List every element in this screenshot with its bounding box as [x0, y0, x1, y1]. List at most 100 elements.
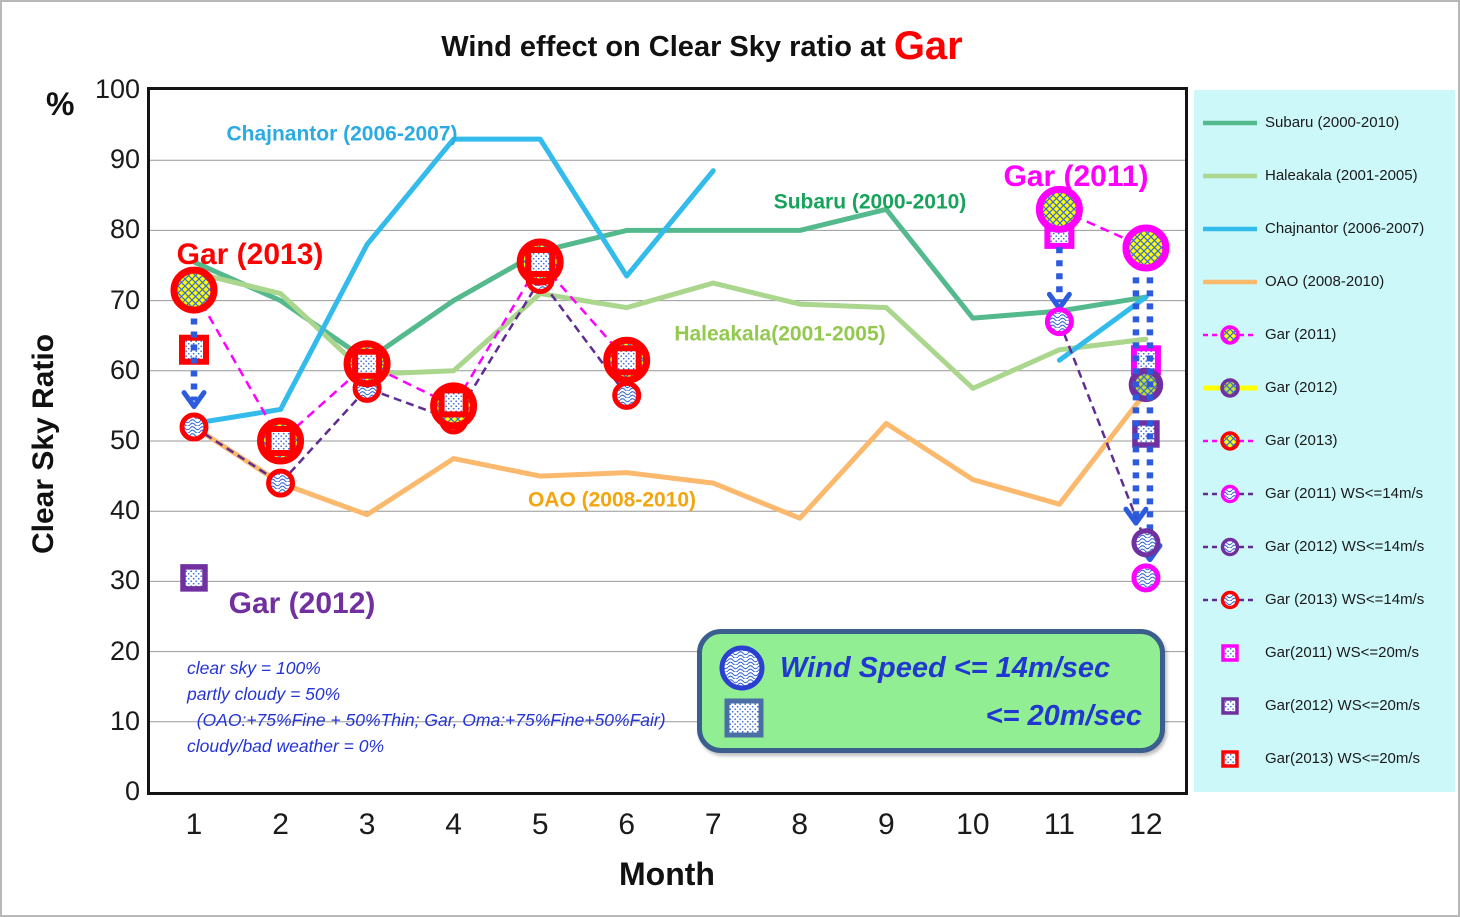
legend-swatch	[1221, 697, 1239, 715]
legend-swatch	[1203, 120, 1257, 125]
series-line-subaru-2000-2010-	[191, 206, 1149, 363]
wind-speed-20-label: <= 20m/sec	[985, 700, 1142, 732]
x-tick-5: 5	[531, 808, 549, 841]
series-label-gar-2012-: Gar (2012)	[229, 587, 376, 620]
legend-swatch	[1203, 378, 1257, 398]
note-line: partly cloudy = 50%	[187, 684, 341, 704]
chart-title-text: Wind effect on Clear Sky ratio at	[441, 31, 894, 63]
legend-item: Gar(2013) WS<=20m/s	[1202, 742, 1453, 776]
y-tick-20: 20	[109, 635, 140, 666]
sky-ratio-notes: clear sky = 100% partly cloudy = 50% (OAO…	[187, 655, 666, 759]
legend-label: Gar (2012)	[1265, 378, 1338, 396]
y-tick-10: 10	[109, 705, 140, 736]
x-tick-11: 11	[1043, 808, 1075, 841]
series-label-haleakala-2001-2005-: Haleakala(2001-2005)	[674, 323, 885, 346]
y-tick-90: 90	[109, 144, 140, 175]
y-axis-title: Clear Sky Ratio	[27, 333, 60, 555]
legend-label: OAO (2008-2010)	[1265, 272, 1385, 290]
legend-label: Chajnantor (2006-2007)	[1265, 219, 1425, 237]
legend-item: Subaru (2000-2010)	[1202, 106, 1453, 140]
legend-label: Gar(2012) WS<=20m/s	[1265, 697, 1421, 715]
legend-label: Gar (2013) WS<=14m/s	[1265, 591, 1425, 609]
legend-item: Gar (2011)	[1202, 318, 1453, 352]
legend-label: Haleakala (2001-2005)	[1265, 166, 1418, 184]
chart-title-highlight: Gar	[893, 24, 963, 68]
legend-swatch	[1203, 590, 1257, 610]
legend-swatch	[1203, 173, 1257, 178]
legend-item: OAO (2008-2010)	[1202, 265, 1453, 299]
series-label-gar-2013-: Gar (2013)	[177, 238, 324, 271]
series-line-oao-2008-2010-	[191, 389, 1149, 521]
note-line: (OAO:+75%Fine + 50%Thin; Gar, Oma:+75%Fi…	[187, 710, 666, 730]
legend-label: Gar (2013)	[1265, 431, 1338, 449]
legend-swatch	[1203, 484, 1257, 504]
y-tick-100: 100	[94, 74, 140, 104]
legend-swatch	[1221, 644, 1239, 662]
series-label-gar-2011-: Gar (2011)	[1003, 160, 1148, 193]
y-tick-40: 40	[109, 495, 140, 526]
markers-gar-2013-	[170, 238, 651, 465]
legend-item: Gar(2012) WS<=20m/s	[1202, 689, 1453, 723]
markers-gar-2011-ws-14m-s	[1044, 307, 1161, 593]
legend-label: Gar(2011) WS<=20m/s	[1265, 644, 1419, 662]
legend-item: Gar (2011) WS<=14m/s	[1202, 477, 1453, 511]
x-tick-8: 8	[791, 808, 809, 841]
x-tick-3: 3	[358, 808, 376, 841]
legend-item: Gar (2012) WS<=14m/s	[1202, 530, 1453, 564]
legend-panel: Subaru (2000-2010) Haleakala (2001-2005) C…	[1194, 90, 1455, 792]
y-tick-60: 60	[109, 354, 140, 385]
legend-swatch	[1203, 279, 1257, 284]
plot-area: Chajnantor (2006-2007) Gar (2013) Gar (201…	[147, 87, 1188, 795]
legend-item: Gar (2013)	[1202, 424, 1453, 458]
legend-swatch	[1203, 226, 1257, 231]
markers-gar-2012-ws-14m-s	[1131, 528, 1161, 558]
legend-item: Haleakala (2001-2005)	[1202, 159, 1453, 193]
series-line-chajnantor-2006-2007-	[191, 136, 1149, 426]
legend-swatch	[1203, 431, 1257, 451]
markers-gar-2012-	[1128, 367, 1164, 403]
legend-swatch	[1221, 750, 1239, 769]
legend-label: Gar (2011)	[1265, 325, 1337, 343]
y-axis-unit: %	[46, 86, 75, 122]
legend-label: Gar(2013) WS<=20m/s	[1265, 750, 1421, 768]
y-tick-80: 80	[109, 214, 140, 245]
x-tick-4: 4	[445, 808, 462, 841]
x-tick-1: 1	[185, 808, 203, 841]
x-tick-7: 7	[704, 808, 722, 841]
series-label-chajnantor-2006-2007-: Chajnantor (2006-2007)	[226, 123, 457, 146]
legend-item: Gar (2013) WS<=14m/s	[1202, 583, 1453, 617]
x-tick-9: 9	[877, 808, 895, 841]
markers-gar-2011-	[1035, 185, 1170, 272]
note-line: cloudy/bad weather = 0%	[187, 736, 385, 756]
legend-item: Gar (2012)	[1202, 371, 1453, 405]
x-tick-2: 2	[272, 808, 289, 841]
y-tick-70: 70	[109, 284, 140, 315]
legend-swatch	[1203, 537, 1257, 557]
legend-label: Gar (2011) WS<=14m/s	[1265, 484, 1424, 502]
wind-speed-14-label: Wind Speed <= 14m/sec	[780, 651, 1111, 684]
y-tick-0: 0	[124, 776, 140, 806]
legend-label: Gar (2012) WS<=14m/s	[1265, 538, 1425, 556]
legend-swatch	[1203, 325, 1257, 345]
chart-canvas: Chajnantor (2006-2007) Gar (2013) Gar (201…	[150, 123, 1185, 723]
connector	[193, 277, 628, 485]
legend-item: Gar(2011) WS<=20m/s	[1202, 636, 1453, 670]
y-tick-50: 50	[109, 425, 140, 455]
x-axis-title: Month	[619, 856, 715, 892]
x-tick-12: 12	[1129, 808, 1163, 841]
connector	[1058, 321, 1148, 544]
y-tick-30: 30	[109, 565, 140, 596]
markers-gar-2013-ws-20m-s	[265, 246, 642, 456]
wind-speed-key-box: Wind Speed <= 14m/sec <= 20m/sec	[697, 629, 1165, 753]
legend-label: Subaru (2000-2010)	[1265, 113, 1400, 131]
series-label-oao-2008-2010-: OAO (2008-2010)	[528, 489, 696, 512]
wind-speed-20-square-icon	[724, 698, 764, 738]
legend-item: Chajnantor (2006-2007)	[1202, 212, 1453, 246]
x-tick-10: 10	[956, 808, 990, 841]
wind-speed-14-circle-icon	[719, 645, 765, 691]
note-line: clear sky = 100%	[187, 658, 321, 678]
x-tick-6: 6	[618, 808, 636, 841]
series-label-subaru-2000-2010-: Subaru (2000-2010)	[774, 191, 967, 214]
chart-title: Wind effect on Clear Sky ratio at Gar	[2, 24, 1402, 69]
